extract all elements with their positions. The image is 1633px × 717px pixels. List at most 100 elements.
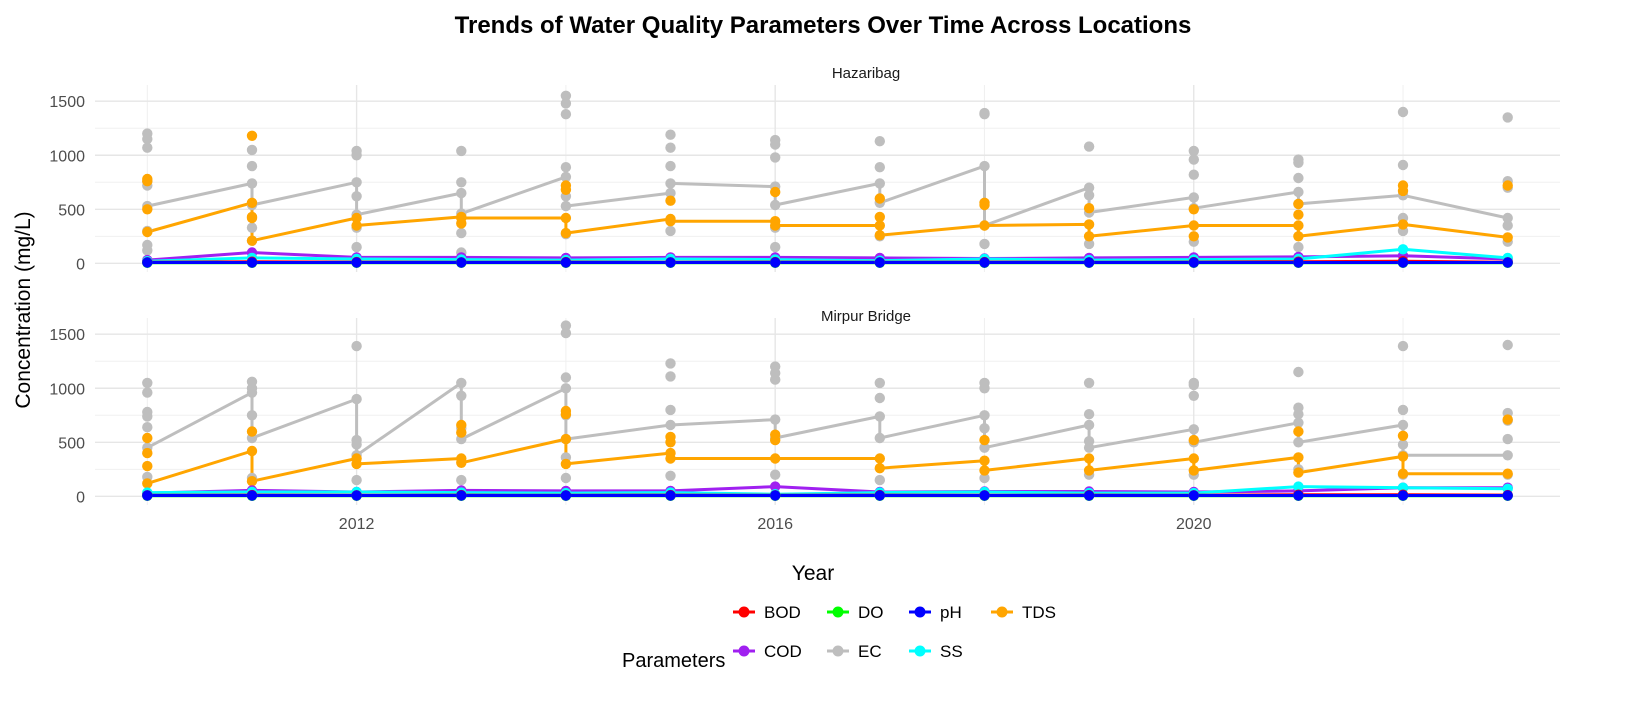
data-point-tds [979, 434, 990, 446]
data-point-ec [665, 404, 676, 416]
data-point-ec [1502, 450, 1513, 461]
data-point-ec [665, 470, 676, 481]
data-point-ph [1083, 490, 1095, 501]
y-tick-label: 0 [76, 489, 85, 506]
data-point-ec [1188, 390, 1200, 401]
data-point-tds [560, 458, 572, 470]
data-point-tds [142, 460, 153, 472]
data-point-tds [979, 455, 990, 466]
data-point-ec [770, 374, 781, 385]
data-point-ec [351, 474, 362, 486]
x-tick-label: 2016 [757, 516, 793, 533]
data-point-tds [1397, 430, 1409, 441]
data-point-ec [1397, 404, 1409, 416]
series-line-tds [145, 437, 1510, 485]
x-tick-label: 2020 [1176, 516, 1212, 533]
x-axis-title: Year [792, 562, 834, 585]
data-point-tds [1293, 426, 1304, 437]
data-point-tds [1188, 231, 1200, 242]
legend-key-point [832, 606, 844, 618]
data-point-ec [456, 377, 467, 389]
data-point-ph [1083, 257, 1095, 268]
data-point-tds [665, 195, 676, 206]
data-point-ec [665, 358, 676, 369]
data-point-ph [142, 257, 153, 268]
data-point-tds [1083, 453, 1095, 464]
data-point-ec [456, 227, 467, 239]
data-point-ec [246, 222, 258, 233]
data-point-ec [1188, 192, 1200, 203]
data-point-ec [665, 160, 676, 172]
data-point-tds [1397, 219, 1409, 230]
data-point-ec [351, 340, 362, 352]
data-point-ec [665, 142, 676, 153]
data-point-tds [1293, 220, 1304, 231]
data-point-ec [1293, 186, 1304, 198]
data-point-tds [142, 447, 153, 459]
data-point-tds [665, 453, 676, 464]
y-tick-label: 1500 [49, 94, 85, 111]
data-point-tds [1293, 231, 1304, 242]
data-point-ec [351, 439, 362, 450]
series-line-ec [145, 381, 1510, 457]
data-point-tds [246, 426, 258, 437]
data-point-ph [142, 490, 153, 501]
data-point-ec [1083, 190, 1095, 201]
data-point-ph [246, 490, 258, 501]
panel-strip-mirpur-bridge: Mirpur Bridge [821, 308, 911, 325]
data-point-tds [770, 434, 781, 446]
data-point-ss [1293, 481, 1304, 492]
data-point-ss [1397, 244, 1409, 255]
data-point-tds [560, 212, 572, 224]
data-point-ec [1188, 424, 1200, 435]
data-point-ec [665, 225, 676, 237]
data-point-ec [560, 200, 572, 212]
data-point-tds [1293, 452, 1304, 463]
data-point-ec [1397, 106, 1409, 118]
data-point-ph [665, 257, 676, 268]
data-point-tds [979, 220, 990, 231]
data-point-ec [874, 432, 885, 444]
data-point-ec [456, 145, 467, 157]
data-point-ec [1083, 141, 1095, 152]
data-point-ec [665, 129, 676, 140]
series-line-ss [145, 247, 1510, 263]
data-point-ec [1293, 409, 1304, 420]
data-point-tds [1502, 468, 1513, 479]
data-point-ph [874, 257, 885, 268]
data-point-ec [979, 442, 990, 453]
data-point-ec [1397, 439, 1409, 450]
data-point-tds [351, 212, 362, 224]
legend-item-cod: COD [733, 642, 802, 661]
data-point-ec [560, 327, 572, 339]
data-point-ec [770, 152, 781, 163]
data-point-tds [1293, 467, 1304, 478]
data-point-ec [979, 383, 990, 394]
data-point-tds [770, 186, 781, 198]
data-point-ec [560, 109, 572, 120]
data-point-tds [1397, 468, 1409, 479]
legend-title: Parameters [622, 650, 725, 672]
data-point-ec [1083, 238, 1095, 250]
data-point-ph [1397, 490, 1409, 501]
legend-key-point [738, 645, 750, 657]
panel-hazaribag: 0 500 1000 1500 [49, 85, 1560, 273]
data-point-ec [979, 410, 990, 421]
data-point-ec [1188, 379, 1200, 391]
legend-item-tds: TDS [991, 603, 1056, 622]
data-point-ec [246, 144, 258, 156]
data-point-ec [874, 392, 885, 404]
data-point-ec [456, 187, 467, 199]
data-point-tds [1502, 414, 1513, 425]
chart-title: Trends of Water Quality Parameters Over … [455, 12, 1192, 39]
data-point-ph [1502, 490, 1513, 501]
data-point-ph [456, 490, 467, 501]
data-point-ec [1293, 157, 1304, 168]
data-point-ec [1502, 339, 1513, 351]
data-point-ec [874, 411, 885, 422]
data-point-tds [1188, 453, 1200, 464]
data-point-ec [665, 419, 676, 431]
data-point-ec [351, 241, 362, 253]
data-point-tds [770, 453, 781, 464]
data-point-ph [560, 490, 572, 501]
